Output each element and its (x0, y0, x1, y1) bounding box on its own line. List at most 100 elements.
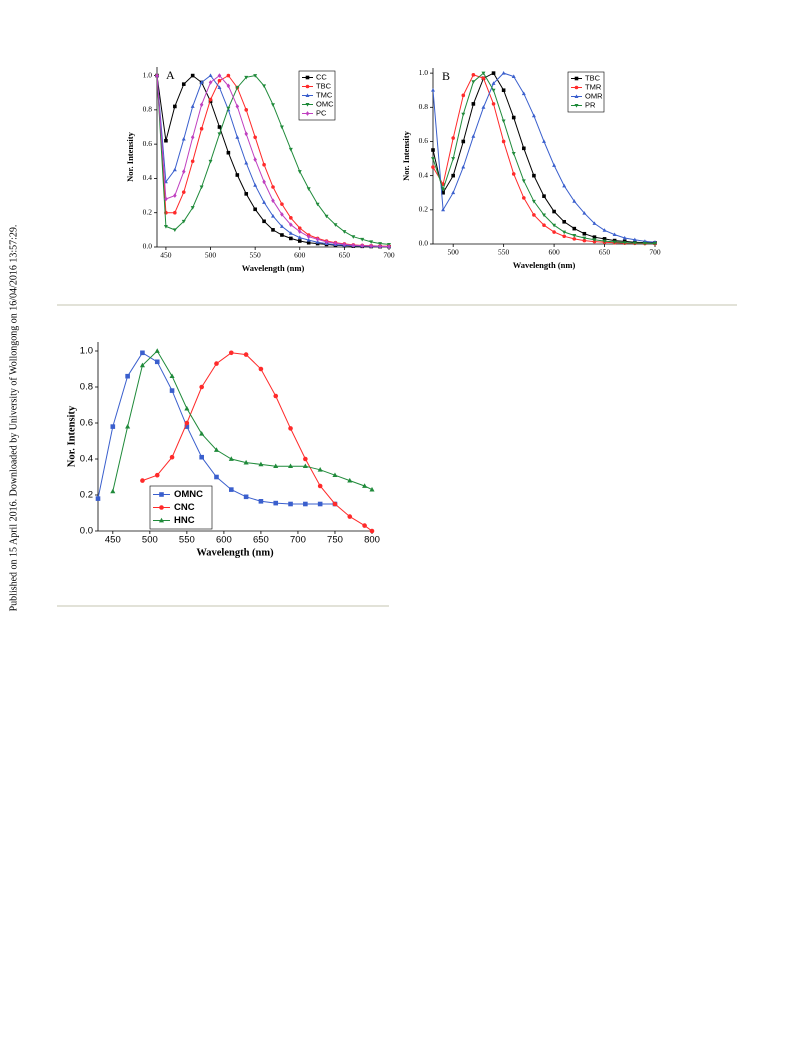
y-tick-label: 0.6 (419, 136, 429, 145)
legend-label: HNC (174, 515, 195, 526)
marker (451, 157, 456, 161)
y-tick-label: 0.8 (80, 382, 93, 393)
x-tick-label: 800 (364, 535, 380, 546)
y-tick-label: 1.0 (143, 70, 153, 79)
marker (271, 213, 275, 218)
marker (305, 84, 310, 89)
marker (305, 103, 310, 107)
marker (181, 169, 186, 174)
marker (306, 240, 311, 245)
marker (181, 82, 186, 86)
marker (306, 234, 311, 240)
marker (173, 193, 177, 198)
marker (351, 235, 356, 239)
marker (164, 138, 168, 143)
marker (289, 222, 293, 228)
marker (140, 350, 145, 356)
marker (622, 235, 627, 240)
marker (342, 242, 347, 247)
marker (181, 136, 186, 141)
legend-label: TMC (316, 90, 333, 99)
marker (317, 501, 323, 507)
x-tick-label: 600 (216, 535, 232, 546)
marker (511, 74, 516, 78)
marker (244, 108, 249, 112)
marker (190, 134, 195, 140)
marker (217, 85, 222, 90)
marker (542, 139, 546, 143)
marker (501, 139, 506, 144)
marker (297, 239, 302, 243)
marker (154, 359, 160, 365)
marker (125, 373, 130, 379)
marker (572, 234, 577, 238)
marker (172, 228, 177, 233)
x-tick-label: 550 (250, 251, 262, 260)
marker (306, 187, 311, 191)
marker (347, 514, 353, 519)
marker (451, 136, 455, 140)
marker (522, 146, 526, 151)
legend-label: OMR (585, 91, 603, 100)
marker (253, 135, 257, 140)
marker (653, 242, 657, 246)
marker (163, 224, 168, 229)
marker (226, 150, 231, 155)
x-tick-label: 600 (294, 251, 306, 260)
marker (243, 494, 249, 500)
marker (317, 467, 323, 472)
marker (190, 159, 195, 164)
marker (213, 447, 220, 452)
marker (258, 499, 264, 504)
marker (95, 496, 101, 501)
marker (228, 456, 234, 461)
marker (208, 80, 213, 85)
marker (501, 119, 506, 124)
marker (572, 237, 577, 241)
series-line (112, 350, 373, 492)
marker (511, 115, 516, 120)
marker (574, 94, 579, 98)
marker (154, 472, 160, 478)
series-line (98, 352, 335, 505)
marker (360, 243, 365, 248)
y-tick-label: 0.6 (80, 418, 93, 429)
chart: 450 500 550 600 650 700 750 800 0.0 0.2 0.4 0.6 0.8 1… (66, 342, 380, 558)
marker (110, 424, 116, 429)
marker (552, 230, 556, 234)
marker (491, 81, 496, 85)
marker (491, 88, 496, 93)
marker (279, 224, 284, 228)
y-tick-label: 0.8 (143, 105, 153, 114)
marker (369, 243, 373, 249)
legend-label: CNC (174, 502, 195, 513)
y-tick-label: 0.4 (419, 170, 429, 179)
y-tick-label: 0.0 (143, 242, 153, 251)
y-axis-label: Nor. Intensity (401, 130, 411, 180)
marker (333, 223, 338, 227)
marker (431, 88, 435, 92)
marker (181, 219, 186, 224)
marker (552, 163, 557, 167)
marker (235, 104, 240, 109)
marker (471, 134, 476, 138)
marker (244, 192, 249, 196)
marker (542, 223, 546, 228)
marker (217, 73, 222, 78)
marker (235, 86, 240, 90)
marker (324, 214, 329, 219)
chart: 450 500 550 600 650 700 0.0 0.2 0.4 0.6 0.8 1.0 Wave… (125, 67, 395, 273)
marker (271, 185, 275, 189)
marker (199, 80, 204, 84)
marker (501, 88, 506, 93)
marker (441, 187, 446, 192)
marker (155, 73, 159, 78)
legend-label: TBC (316, 81, 332, 90)
marker (258, 461, 264, 467)
marker (562, 230, 567, 235)
marker (461, 164, 466, 169)
marker (303, 501, 308, 507)
marker (461, 93, 466, 98)
y-tick-label: 0.8 (419, 102, 429, 111)
